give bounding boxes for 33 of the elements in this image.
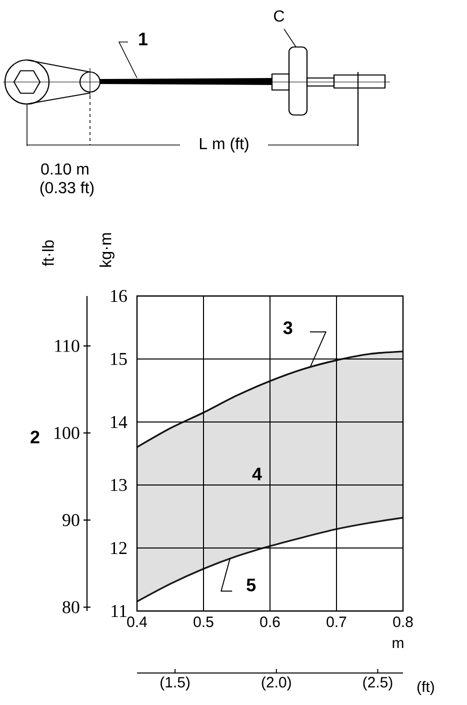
text: (0.33 ft) bbox=[40, 182, 94, 196]
y-tick-label: 16 bbox=[111, 290, 127, 302]
x-axis-title: m bbox=[392, 640, 404, 648]
text: L m (ft) bbox=[200, 138, 248, 152]
text: 0.10 m bbox=[41, 163, 88, 175]
y-tick-label: 12 bbox=[111, 542, 126, 554]
y2-tick-label: 100 bbox=[54, 426, 80, 440]
x-tick-label: 0.5 bbox=[194, 616, 214, 628]
x2-tick-label: (2.5) bbox=[363, 676, 392, 691]
text: C bbox=[274, 10, 284, 22]
y2-tick-label: 90 bbox=[62, 514, 80, 526]
line-series bbox=[137, 516, 403, 602]
x2-axis-title: (ft) bbox=[417, 681, 434, 695]
y-tick-label: 14 bbox=[111, 416, 128, 428]
text: 2 bbox=[30, 430, 40, 444]
x-tick-label: 0.7 bbox=[326, 616, 346, 628]
y-tick-label: 15 bbox=[111, 352, 127, 366]
y2-axis-title: ft·lb bbox=[42, 240, 54, 266]
line-series bbox=[137, 350, 403, 448]
y-tick-label: 11 bbox=[112, 605, 126, 617]
y2-tick-label: 80 bbox=[62, 601, 80, 614]
text: 1 bbox=[139, 32, 148, 46]
y-tick-label: 13 bbox=[111, 478, 127, 492]
x-tick-label: 0.6 bbox=[260, 616, 280, 628]
annotation: 4 bbox=[252, 468, 262, 480]
x2-tick-label: (2.0) bbox=[262, 676, 291, 691]
y2-tick-label: 110 bbox=[55, 340, 80, 352]
x-tick-label: 0.8 bbox=[393, 616, 413, 628]
x-tick-label: 0.4 bbox=[127, 616, 147, 628]
y-axis-title: kg·m bbox=[100, 233, 114, 267]
annotation: 5 bbox=[246, 578, 256, 592]
annotation: 3 bbox=[283, 321, 292, 334]
x2-tick-label: (1.5) bbox=[160, 676, 190, 691]
